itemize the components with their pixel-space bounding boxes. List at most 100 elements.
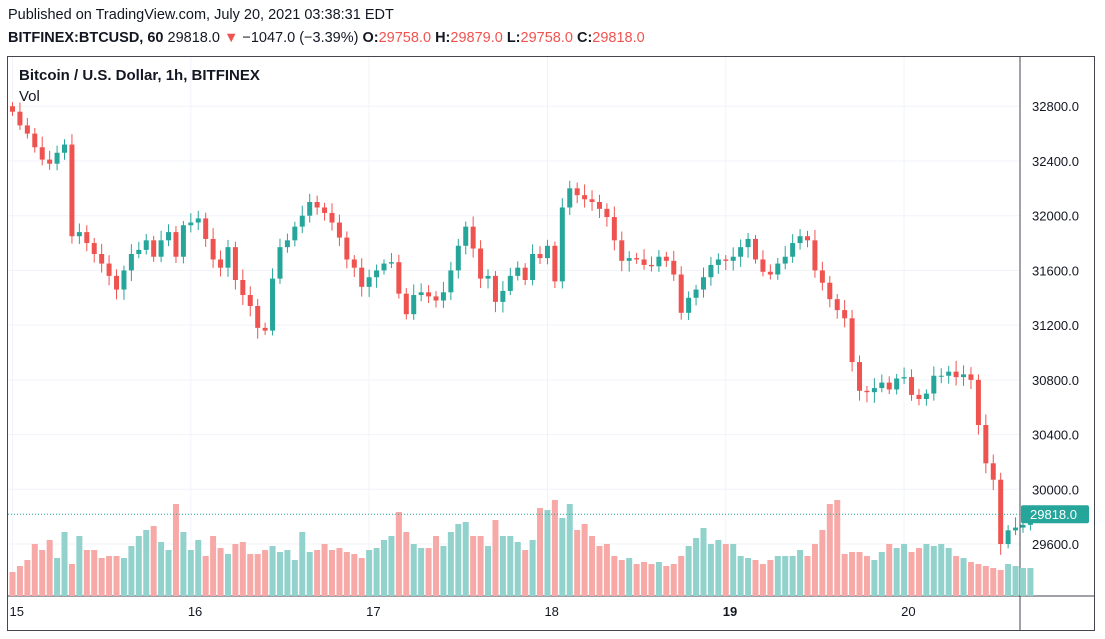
volume-bar — [901, 544, 908, 596]
candle-body — [277, 247, 283, 279]
candle-body — [433, 296, 439, 301]
candle-body — [91, 243, 97, 254]
candle-body — [574, 188, 580, 196]
candle-body — [656, 256, 662, 267]
candle-body — [753, 238, 758, 260]
volume-bar — [16, 566, 23, 596]
volume-bar — [804, 556, 811, 596]
volume-bar — [165, 550, 172, 596]
candle-body — [121, 270, 127, 290]
volume-bar — [893, 548, 900, 596]
candle-body — [232, 247, 238, 280]
candle-body — [686, 297, 692, 313]
candle-body — [968, 374, 974, 380]
candle-body — [418, 292, 424, 296]
volume-bar — [1012, 566, 1019, 596]
candle-body — [240, 279, 246, 296]
volume-bar — [120, 558, 127, 596]
candle-body — [284, 240, 290, 248]
candle-body — [946, 371, 952, 376]
candle-body — [62, 144, 68, 153]
candle-body — [188, 222, 194, 226]
volume-bar — [589, 536, 596, 596]
candle-body — [492, 275, 498, 302]
volume-bar — [700, 528, 707, 596]
volume-bar — [945, 548, 952, 596]
open-label: O: — [362, 30, 379, 46]
candle-body — [790, 243, 796, 257]
volume-bar — [834, 500, 841, 596]
candle-body — [544, 245, 550, 259]
candle-body — [411, 295, 417, 315]
candle-body — [500, 290, 506, 302]
candle-body — [344, 237, 350, 260]
volume-bar — [611, 556, 618, 596]
volume-bar — [641, 562, 648, 596]
candle-body — [983, 424, 989, 464]
candle-body — [10, 106, 15, 112]
candle-body — [582, 195, 588, 200]
volume-bar — [83, 550, 90, 596]
volume-bar — [826, 504, 833, 596]
down-arrow-icon: ▼ — [223, 30, 239, 46]
candle-body — [218, 259, 224, 268]
candle-body — [998, 479, 1004, 545]
candle-body — [678, 274, 684, 313]
candle-body — [990, 463, 996, 480]
candle-body — [641, 259, 647, 265]
y-tick-label: 32400.0 — [1032, 154, 1079, 169]
volume-bar — [403, 532, 410, 596]
volume-bar — [447, 532, 454, 596]
volume-bar — [930, 546, 937, 596]
volume-bar — [284, 550, 291, 596]
candle-body — [374, 270, 380, 278]
volume-bar — [648, 564, 655, 596]
volume-bar — [693, 538, 700, 596]
candle-body — [359, 267, 365, 287]
volume-bar — [462, 522, 469, 596]
candle-body — [619, 240, 625, 261]
volume-bar — [172, 504, 179, 596]
candle-body — [857, 362, 863, 391]
volume-bar — [767, 560, 774, 596]
volume-bar — [849, 552, 856, 596]
volume-bar — [425, 548, 432, 596]
volume-bar — [106, 556, 113, 596]
candle-body — [611, 217, 617, 241]
volume-bar — [967, 562, 974, 596]
candle-body — [426, 292, 432, 297]
candle-body — [106, 263, 112, 276]
candle-body — [871, 388, 877, 393]
volume-bar — [499, 536, 506, 596]
volume-bar — [135, 536, 142, 596]
volume-bar — [113, 556, 120, 596]
volume-bar — [722, 544, 729, 596]
candle-body — [894, 378, 900, 390]
volume-bar — [254, 554, 261, 596]
candle-body — [812, 240, 818, 271]
volume-bar — [923, 544, 930, 596]
candle-body — [604, 208, 610, 218]
volume-bar — [626, 558, 633, 596]
candle-body — [203, 218, 209, 239]
candle-body — [805, 236, 811, 241]
candle-body — [507, 275, 513, 291]
candle-body — [99, 253, 105, 264]
candle-body — [515, 267, 521, 276]
volume-bar — [485, 546, 492, 596]
volume-bar — [618, 560, 625, 596]
volume-bar — [633, 564, 640, 596]
volume-bar — [180, 532, 187, 596]
volume-bar — [908, 552, 915, 596]
y-tick-label: 32800.0 — [1032, 99, 1079, 114]
candle-body — [54, 152, 60, 164]
candle-body — [723, 259, 729, 261]
candle-body — [173, 232, 179, 257]
candle-body — [381, 263, 387, 271]
change-value: −1047.0 (−3.39%) — [242, 30, 359, 46]
candle-body — [961, 374, 967, 378]
candle-body — [760, 259, 766, 272]
candle-body — [247, 295, 253, 306]
volume-bar — [960, 558, 967, 596]
